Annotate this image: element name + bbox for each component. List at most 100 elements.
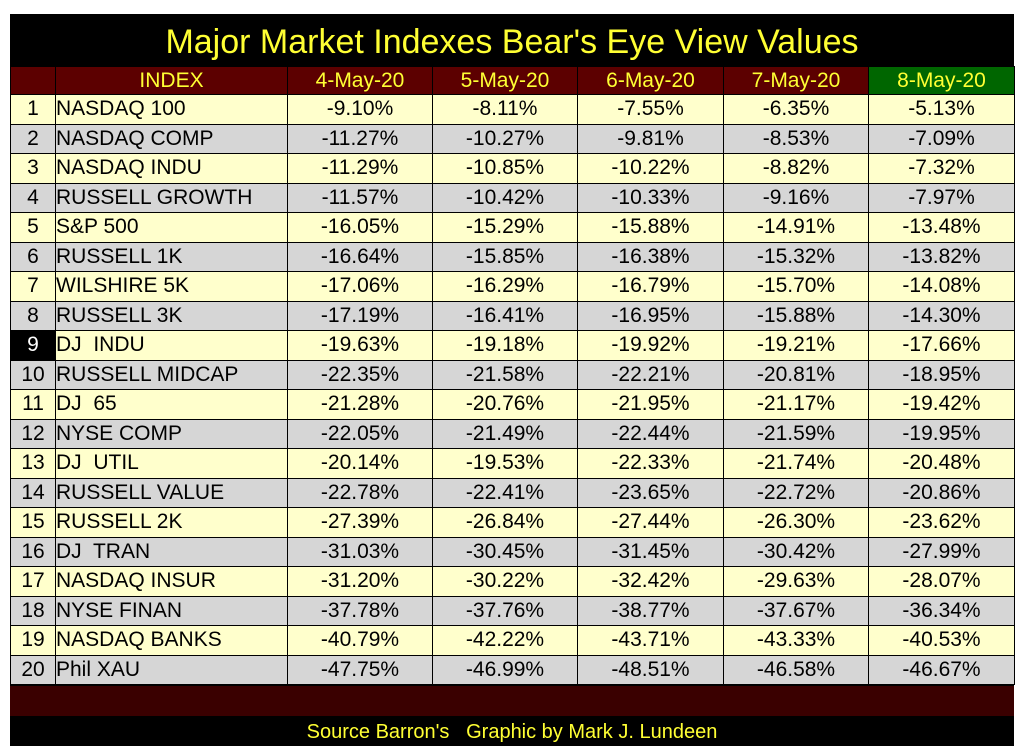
index-name: WILSHIRE 5K [55,271,288,302]
index-name: NASDAQ 100 [55,94,288,125]
row-rank: 4 [10,182,56,213]
row-rank: 17 [10,566,56,597]
header-date: 6-May-20 [577,66,724,95]
value-cell: -20.86% [868,477,1015,508]
row-rank: 20 [10,654,56,685]
index-name: DJ INDU [55,330,288,361]
row-rank: 15 [10,507,56,538]
value-cell: -10.33% [577,182,724,213]
value-cell: -15.85% [432,241,578,272]
value-cell: -47.75% [287,654,433,685]
value-cell: -46.58% [723,654,869,685]
value-cell: -21.59% [723,418,869,449]
value-cell: -32.42% [577,566,724,597]
value-cell: -9.81% [577,123,724,154]
value-cell: -22.21% [577,359,724,390]
value-cell: -6.35% [723,94,869,125]
table-body: 1 NASDAQ 100 -9.10% -8.11% -7.55% -6.35% -5.13… [10,94,1015,685]
index-name: NASDAQ BANKS [55,625,288,656]
value-cell: -19.42% [868,389,1015,420]
row-rank: 13 [10,448,56,479]
value-cell: -22.33% [577,448,724,479]
value-cell: -14.30% [868,300,1015,331]
table-row: 11 DJ 65 -21.28% -20.76% -21.95% -21.17% -19.4… [10,389,1015,420]
table-row: 2 NASDAQ COMP -11.27% -10.27% -9.81% -8.53% -7… [10,123,1015,154]
row-rank: 14 [10,477,56,508]
index-name: RUSSELL 2K [55,507,288,538]
table-row: 10 RUSSELL MIDCAP -22.35% -21.58% -22.21% -20… [10,359,1015,390]
value-cell: -16.79% [577,271,724,302]
index-name: Phil XAU [55,654,288,685]
value-cell: -16.05% [287,212,433,243]
source-credit: Source Barron's Graphic by Mark J. Lunde… [306,721,718,743]
value-cell: -17.66% [868,330,1015,361]
row-rank: 5 [10,212,56,243]
value-cell: -21.17% [723,389,869,420]
row-rank: 19 [10,625,56,656]
row-rank: 11 [10,389,56,420]
row-rank: 9 [10,330,56,361]
index-name: RUSSELL VALUE [55,477,288,508]
value-cell: -40.53% [868,625,1015,656]
table-row: 16 DJ TRAN -31.03% -30.45% -31.45% -30.42% -27… [10,536,1015,567]
value-cell: -31.45% [577,536,724,567]
value-cell: -22.41% [432,477,578,508]
row-rank: 8 [10,300,56,331]
value-cell: -37.67% [723,595,869,626]
value-cell: -15.70% [723,271,869,302]
index-name: S&P 500 [55,212,288,243]
table-row: 19 NASDAQ BANKS -40.79% -42.22% -43.71% -43.3… [10,625,1015,656]
value-cell: -19.18% [432,330,578,361]
value-cell: -26.30% [723,507,869,538]
value-cell: -16.95% [577,300,724,331]
value-cell: -27.39% [287,507,433,538]
table-row: 20 Phil XAU -47.75% -46.99% -48.51% -46.58% -4… [10,654,1015,685]
value-cell: -22.78% [287,477,433,508]
table-row: 3 NASDAQ INDU -11.29% -10.85% -10.22% -8.82% -… [10,153,1015,184]
index-name: RUSSELL 3K [55,300,288,331]
value-cell: -23.65% [577,477,724,508]
value-cell: -7.97% [868,182,1015,213]
index-name: NYSE COMP [55,418,288,449]
value-cell: -16.29% [432,271,578,302]
value-cell: -7.09% [868,123,1015,154]
value-cell: -15.32% [723,241,869,272]
header-date: 7-May-20 [723,66,869,95]
value-cell: -20.48% [868,448,1015,479]
table-row: 6 RUSSELL 1K -16.64% -15.85% -16.38% -15.32% -… [10,241,1015,272]
index-name: DJ 65 [55,389,288,420]
value-cell: -10.42% [432,182,578,213]
value-cell: -21.95% [577,389,724,420]
table-row: 9 DJ INDU -19.63% -19.18% -19.92% -19.21% -17.… [10,330,1015,361]
index-table: INDEX 4-May-20 5-May-20 6-May-20 7-May-20 8-M… [10,66,1015,685]
row-rank: 7 [10,271,56,302]
value-cell: -7.55% [577,94,724,125]
value-cell: -20.81% [723,359,869,390]
value-cell: -8.11% [432,94,578,125]
value-cell: -30.42% [723,536,869,567]
value-cell: -14.08% [868,271,1015,302]
value-cell: -11.27% [287,123,433,154]
table-row: 8 RUSSELL 3K -17.19% -16.41% -16.95% -15.88% -… [10,300,1015,331]
value-cell: -38.77% [577,595,724,626]
value-cell: -13.48% [868,212,1015,243]
value-cell: -23.62% [868,507,1015,538]
table-row: 1 NASDAQ 100 -9.10% -8.11% -7.55% -6.35% -5.13… [10,94,1015,125]
value-cell: -27.44% [577,507,724,538]
value-cell: -37.78% [287,595,433,626]
value-cell: -10.85% [432,153,578,184]
index-name: NASDAQ INSUR [55,566,288,597]
value-cell: -13.82% [868,241,1015,272]
value-cell: -16.64% [287,241,433,272]
value-cell: -29.63% [723,566,869,597]
header-date: 4-May-20 [287,66,433,95]
value-cell: -17.06% [287,271,433,302]
value-cell: -46.99% [432,654,578,685]
value-cell: -21.49% [432,418,578,449]
table-row: 15 RUSSELL 2K -27.39% -26.84% -27.44% -26.30%… [10,507,1015,538]
value-cell: -48.51% [577,654,724,685]
table-row: 18 NYSE FINAN -37.78% -37.76% -38.77% -37.67%… [10,595,1015,626]
value-cell: -30.22% [432,566,578,597]
value-cell: -5.13% [868,94,1015,125]
row-rank: 6 [10,241,56,272]
